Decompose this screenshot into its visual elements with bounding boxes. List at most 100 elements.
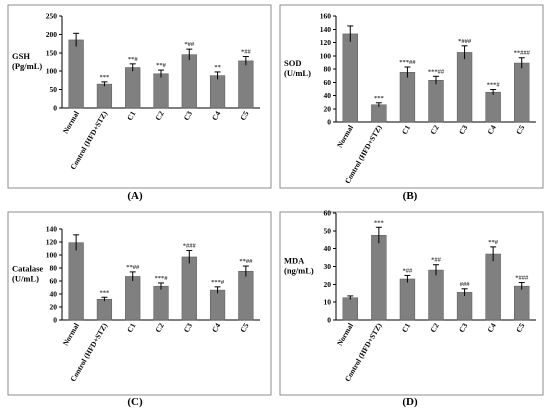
y-tick-label: 60 [324,78,332,87]
y-axis-title: GSH [12,51,30,61]
y-tick-label: 0 [327,118,331,127]
y-tick-label: 0 [327,316,331,325]
bar [456,292,473,321]
bar [428,269,444,321]
y-tick-label: 250 [46,12,58,21]
x-tick-label: C4 [210,109,223,122]
bar [96,298,113,321]
significance-label: ***## [428,68,445,75]
bar [125,276,141,321]
significance-label: *** [374,95,384,102]
x-tick-label: C2 [428,321,441,334]
x-tick-label: C5 [238,321,251,334]
bar [342,33,358,123]
bar [456,52,473,123]
bar [514,285,530,321]
y-tick-label: 150 [46,48,58,57]
significance-label: **## [239,258,253,265]
significance-label: *** [100,74,110,81]
y-tick-label: 200 [46,30,58,39]
bar [238,271,254,321]
bar [68,39,84,109]
x-tick-label: C3 [182,321,195,334]
y-tick-label: 100 [46,67,58,76]
x-tick-label: C3 [182,109,195,122]
bar [514,62,530,123]
bar [209,289,226,321]
significance-label: *### [458,38,472,45]
significance-label: ### [460,281,471,288]
bar [371,104,387,123]
bar [96,83,113,109]
y-tick-label: 120 [320,38,332,47]
significance-label: **## [126,264,140,271]
y-axis-title: Catalase [12,264,43,274]
bar [181,256,197,321]
y-axis-title: MDA [284,256,305,266]
chart-panel-2: 020406080100120140160SOD(U/mL)Normal***C… [279,4,544,202]
y-tick-label: 40 [324,244,332,253]
y-tick-label: 50 [324,226,332,235]
y-axis-title: (ng/mL) [284,266,314,276]
x-tick-label: C3 [457,123,470,136]
bar [153,73,169,109]
bar [68,242,84,321]
chart-panel-3: 020406080100120140Catalase(U/mL)Normal**… [7,211,272,408]
y-tick-label: 40 [324,91,332,100]
bar [342,297,358,321]
y-tick-label: 60 [324,209,332,218]
significance-label: **# [156,62,167,69]
bar [399,278,416,321]
x-tick-label: C2 [428,123,441,136]
y-tick-label: 140 [46,225,58,234]
significance-label: ***# [487,82,501,89]
x-tick-label: C3 [457,321,470,334]
x-tick-label: C2 [153,109,166,122]
x-tick-label: C1 [125,109,138,122]
chart-panel-1: 050100150200250GSH(Pg/mL)Normal***Contro… [7,4,272,202]
y-tick-label: 30 [324,262,332,271]
y-tick-label: 0 [53,316,57,325]
y-tick-label: 160 [320,12,332,21]
panel-caption: (C) [127,396,143,408]
y-tick-label: 20 [324,104,332,113]
bar [399,72,416,123]
y-tick-label: 80 [50,264,58,273]
x-tick-label: C5 [514,321,527,334]
significance-label: *## [241,48,252,55]
significance-label: **### [514,50,531,57]
panel-caption: (D) [402,396,418,408]
x-tick-label: C2 [153,321,166,334]
bar [153,285,169,321]
x-tick-label: C4 [210,321,223,334]
bar [371,235,387,321]
y-tick-label: 50 [50,85,58,94]
y-tick-label: 60 [50,277,58,286]
significance-label: *### [183,242,197,249]
bar [485,91,501,123]
significance-label: ***# [211,279,225,286]
bar [238,60,254,109]
x-tick-label: C1 [125,321,138,334]
bar [428,80,444,123]
y-tick-label: 100 [46,251,58,260]
y-tick-label: 140 [320,25,332,34]
y-tick-label: 40 [50,290,58,299]
y-tick-label: 20 [324,280,332,289]
significance-label: ** [214,64,221,71]
x-tick-label: C4 [485,123,498,136]
x-tick-label: C4 [485,321,498,334]
bar [209,75,226,109]
y-axis-title: (U/mL) [12,274,39,284]
bar [181,54,197,109]
y-tick-label: 0 [53,104,57,113]
significance-label: *## [403,267,414,274]
x-tick-label: C1 [400,123,413,136]
significance-label: *## [431,257,442,264]
y-tick-label: 100 [320,51,332,60]
x-tick-label: C5 [238,109,251,122]
y-axis-title: SOD [284,58,301,68]
significance-label: *## [184,41,195,48]
y-tick-label: 80 [324,65,332,74]
